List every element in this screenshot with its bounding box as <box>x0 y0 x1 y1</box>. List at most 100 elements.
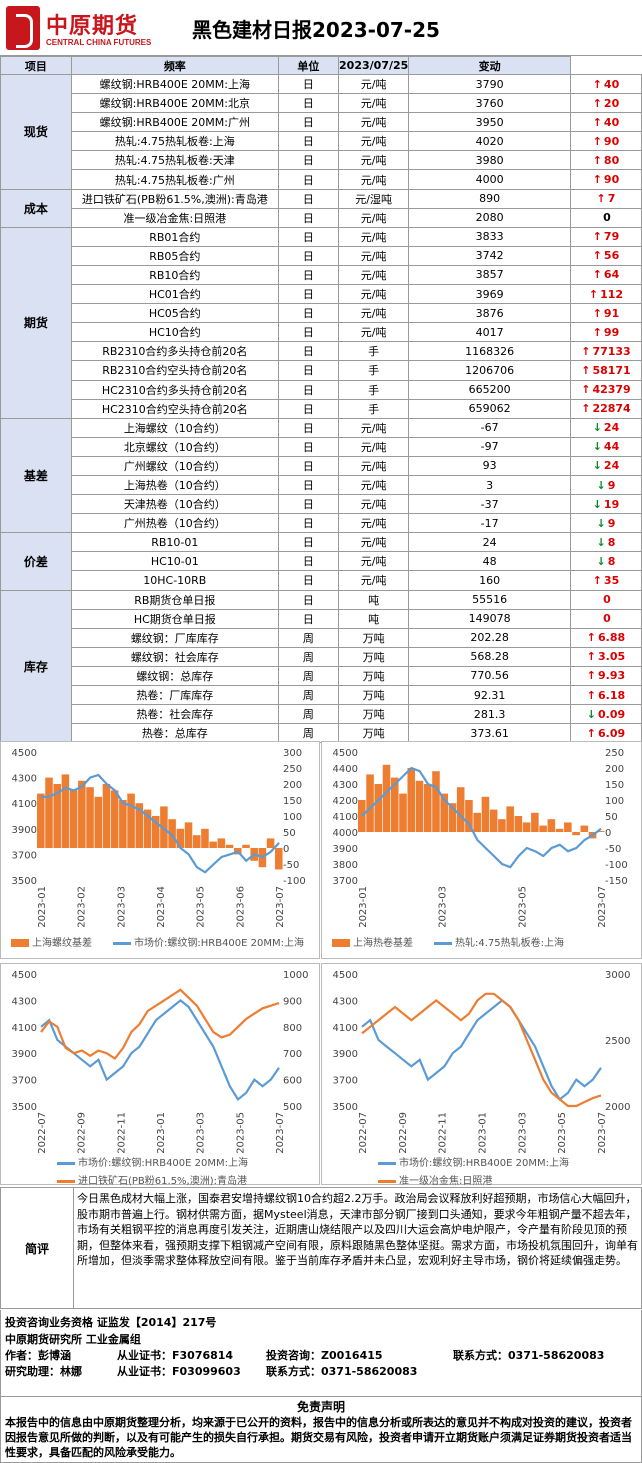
right-tick-label: 2500 <box>605 1036 630 1047</box>
unit-cell: 元/吨 <box>338 494 410 515</box>
arrow-up-icon: ↑ <box>586 688 596 702</box>
value-cell: 2080 <box>408 207 571 228</box>
unit-cell: 元/吨 <box>338 455 410 476</box>
table-row: HC2310合约空头持仓前20名日手 659062 ↑ 22874 <box>1 398 642 419</box>
table-row: 热轧:4.75热轧板卷:广州日元/吨 4000 ↑ 90 <box>1 169 642 190</box>
table-row: 热卷：总库存周万吨 373.61 ↑ 6.09 <box>1 723 642 744</box>
change-cell: ↑ 64 <box>569 264 642 286</box>
comment-text: 今日黑色成材大幅上涨，国泰君安增持螺纹钢10合约超2.2万手。政治局会议释放利好… <box>77 1192 638 1268</box>
freq-cell: 日 <box>277 474 340 496</box>
arrow-down-icon: ↓ <box>592 440 602 454</box>
change-value: 6.18 <box>598 688 626 702</box>
change-value: 9 <box>607 516 616 530</box>
series-line <box>361 766 602 869</box>
item-cell: HC2310合约多头持仓前20名 <box>70 379 279 400</box>
change-value: 91 <box>603 306 620 320</box>
table-row: 广州螺纹（10合约）日元/吨 93 ↓ 24 <box>1 455 642 476</box>
table-row: 天津热卷（10合约）日元/吨 -37 ↓ 19 <box>1 494 642 515</box>
change-value: 8 <box>607 554 616 568</box>
x-tick-label: 2022-07 <box>358 1112 369 1154</box>
left-tick-label: 4300 <box>12 774 37 785</box>
value-cell: 3742 <box>408 245 571 266</box>
freq-cell: 日 <box>277 551 340 572</box>
left-tick-label: 4100 <box>12 1023 37 1034</box>
report-header: 中原期货 CENTRAL CHINA FUTURES 黑色建材日报2023-07… <box>0 0 642 56</box>
left-tick-label: 3700 <box>12 850 37 861</box>
change-cell: ↓ 24 <box>569 417 642 438</box>
left-tick-label: 4200 <box>333 796 358 807</box>
x-tick-label: 2023-06 <box>235 886 246 928</box>
basis-bar <box>473 812 481 832</box>
item-cell: RB2310合约多头持仓前20名 <box>70 341 279 362</box>
unit-cell: 元/吨 <box>338 284 410 305</box>
arrow-up-icon: ↑ <box>581 363 591 377</box>
table-row: 上海热卷（10合约）日元/吨 3 ↓ 9 <box>1 474 642 496</box>
legend-swatch-line-icon <box>113 941 131 945</box>
change-cell: ↓ 9 <box>569 474 642 496</box>
left-tick-label: 4100 <box>12 799 37 810</box>
freq-cell: 周 <box>277 627 340 648</box>
basis-bar <box>597 831 605 832</box>
arrow-up-icon: ↑ <box>592 134 602 148</box>
item-cell: 北京螺纹（10合约） <box>70 436 279 457</box>
freq-cell: 日 <box>277 360 340 381</box>
item-cell: HC01合约 <box>70 284 279 305</box>
change-cell: 0 <box>569 589 642 610</box>
left-tick-label: 4500 <box>12 970 37 981</box>
x-tick-label: 2023-03 <box>438 886 449 928</box>
legend-item: 市场价:螺纹钢:HRB400E 20MM:上海 <box>57 1154 248 1169</box>
category-cell: 库存 <box>0 589 72 744</box>
change-value: 99 <box>603 325 620 339</box>
legend-swatch-line-icon <box>378 1179 396 1183</box>
legend-label: 上海热卷基差 <box>353 938 413 949</box>
change-value: 90 <box>603 173 620 187</box>
freq-cell: 日 <box>277 398 340 419</box>
change-value: 3.05 <box>598 650 626 664</box>
col-header-item: 项目 <box>0 56 72 75</box>
unit-cell: 手 <box>338 360 410 381</box>
basis-bar <box>489 809 498 832</box>
value-cell: 24 <box>408 532 571 553</box>
author-label: 作者：彭博涵 <box>5 1349 71 1362</box>
item-cell: 广州螺纹（10合约） <box>70 455 279 476</box>
unit-cell: 手 <box>338 341 410 362</box>
right-tick-label: 250 <box>605 748 624 759</box>
assistant-label: 研究助理：林娜 <box>5 1365 82 1378</box>
legend-label: 准一级冶金焦:日照港 <box>399 1176 493 1187</box>
basis-bar <box>456 787 465 832</box>
arrow-up-icon: ↑ <box>592 77 602 91</box>
table-row: 广州热卷（10合约）日元/吨 -17 ↓ 9 <box>1 513 642 534</box>
freq-cell: 日 <box>277 93 340 114</box>
item-cell: HC05合约 <box>70 303 279 324</box>
left-tick-label: 3900 <box>333 1049 358 1060</box>
assistant-cert: 从业证书：F03099603 <box>117 1365 241 1378</box>
left-tick-label: 3900 <box>12 825 37 836</box>
change-value: 44 <box>603 440 620 454</box>
data-table: 项目 频率 单位 2023/07/25 变动 现货 螺纹钢:HRB400E 20M… <box>0 56 642 744</box>
x-tick-label: 2023-07 <box>275 886 286 928</box>
freq-cell: 日 <box>277 513 340 534</box>
right-tick-label: 2000 <box>605 1102 630 1113</box>
basis-bar <box>432 771 440 832</box>
freq-cell: 日 <box>277 112 340 133</box>
item-cell: HC期货仓单日报 <box>70 608 279 629</box>
x-tick-label: 2023-02 <box>77 886 88 928</box>
change-value: 24 <box>603 421 620 435</box>
item-cell: 准一级冶金焦:日照港 <box>70 207 279 228</box>
freq-cell: 周 <box>277 646 340 667</box>
left-tick-label: 4100 <box>333 812 358 823</box>
left-tick-label: 3700 <box>333 1076 358 1087</box>
table-row: 螺纹钢：总库存周万吨 770.56 ↑ 9.93 <box>1 665 642 687</box>
table-row: HC期货仓单日报日吨 149078 0 <box>1 608 642 629</box>
table-row: HC01合约日元/吨 3969 ↑ 112 <box>1 284 642 305</box>
right-tick-label: 50 <box>283 828 296 839</box>
freq-cell: 周 <box>277 723 340 744</box>
change-value: 40 <box>603 77 620 91</box>
legend-label: 市场价:螺纹钢:HRB400E 20MM:上海 <box>134 938 304 949</box>
change-cell: ↑ 90 <box>569 169 642 190</box>
freq-cell: 日 <box>277 245 340 266</box>
legend-item: 市场价:螺纹钢:HRB400E 20MM:上海 <box>378 1154 569 1169</box>
freq-cell: 日 <box>277 131 340 152</box>
item-cell: RB10-01 <box>70 532 279 553</box>
arrow-up-icon: ↑ <box>592 96 602 110</box>
